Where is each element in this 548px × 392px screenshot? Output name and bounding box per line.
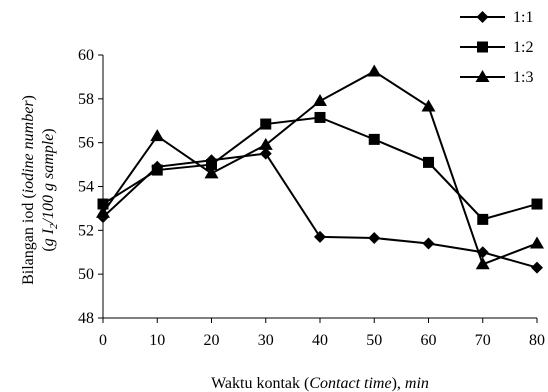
x-tick-label: 70 — [475, 332, 491, 349]
data-point-diamond — [368, 232, 381, 245]
series-2 — [97, 111, 543, 225]
data-point-triangle — [258, 137, 273, 150]
data-point-square — [423, 156, 434, 168]
y-axis-title: Bilangan iod (iodine number) (g I2/100 g… — [20, 95, 60, 285]
y-tick-label: 58 — [78, 91, 94, 108]
series-line — [102, 152, 538, 269]
y-tick-label: 48 — [78, 310, 94, 327]
y-tick-label: 54 — [78, 179, 94, 196]
legend-item: 1:2 — [460, 39, 533, 56]
data-point-triangle — [150, 129, 165, 142]
data-point-square — [151, 164, 163, 176]
x-axis-title: Waktu kontak (Contact time), min — [211, 375, 429, 392]
y-tick-label: 56 — [78, 135, 94, 152]
x-tick-label: 0 — [99, 332, 107, 349]
data-point-square — [206, 159, 217, 171]
series-3 — [96, 64, 544, 270]
x-tick-label: 20 — [204, 332, 220, 349]
y-tick-label: 50 — [78, 266, 94, 283]
legend-marker-diamond — [476, 11, 489, 23]
data-point-triangle — [313, 94, 327, 107]
legend-item: 1:1 — [460, 9, 533, 26]
x-tick-label: 60 — [421, 332, 437, 349]
series-line — [102, 116, 538, 221]
series-1 — [97, 147, 543, 274]
x-tick-label: 50 — [366, 332, 382, 349]
data-point-square — [477, 213, 489, 225]
data-point-square — [531, 198, 543, 210]
x-tick-label: 40 — [312, 332, 328, 349]
data-point-triangle — [530, 236, 544, 249]
data-point-square — [368, 133, 380, 145]
data-point-triangle — [421, 99, 436, 112]
data-point-square — [314, 111, 326, 123]
data-point-diamond — [422, 237, 435, 250]
data-point-square — [260, 118, 272, 130]
data-point-triangle — [96, 205, 110, 218]
x-ticks: 0 10 20 30 40 50 60 70 80 — [99, 318, 545, 349]
legend-marker-triangle — [475, 70, 490, 82]
y-ticks: 48 50 52 54 56 58 60 — [78, 47, 103, 327]
svg-text:Bilangan iod (iodine number): Bilangan iod (iodine number) — [20, 95, 37, 285]
data-point-diamond — [314, 230, 326, 243]
svg-text:(g I2/100 g sample): (g I2/100 g sample) — [40, 128, 60, 251]
y-tick-label: 60 — [78, 47, 94, 64]
data-point-diamond — [531, 261, 543, 274]
data-point-triangle — [204, 166, 219, 179]
legend-marker-square — [477, 41, 488, 53]
y-tick-label: 52 — [78, 222, 94, 239]
data-point-diamond — [259, 147, 272, 160]
data-point-triangle — [475, 257, 490, 270]
legend-label: 1:3 — [513, 69, 533, 86]
data-point-square — [97, 198, 109, 210]
data-point-triangle — [367, 64, 382, 77]
series-layer — [96, 64, 544, 274]
x-tick-label: 80 — [529, 332, 545, 349]
legend-item: 1:3 — [460, 69, 533, 86]
plot-area: 48 50 52 54 56 58 60 0 10 20 30 40 50 60 70 80 — [78, 47, 545, 349]
legend-label: 1:1 — [513, 9, 533, 26]
x-tick-label: 10 — [149, 332, 165, 349]
x-tick-label: 30 — [258, 332, 274, 349]
legend: 1:1 1:2 1:3 — [460, 9, 533, 86]
legend-label: 1:2 — [513, 39, 533, 56]
